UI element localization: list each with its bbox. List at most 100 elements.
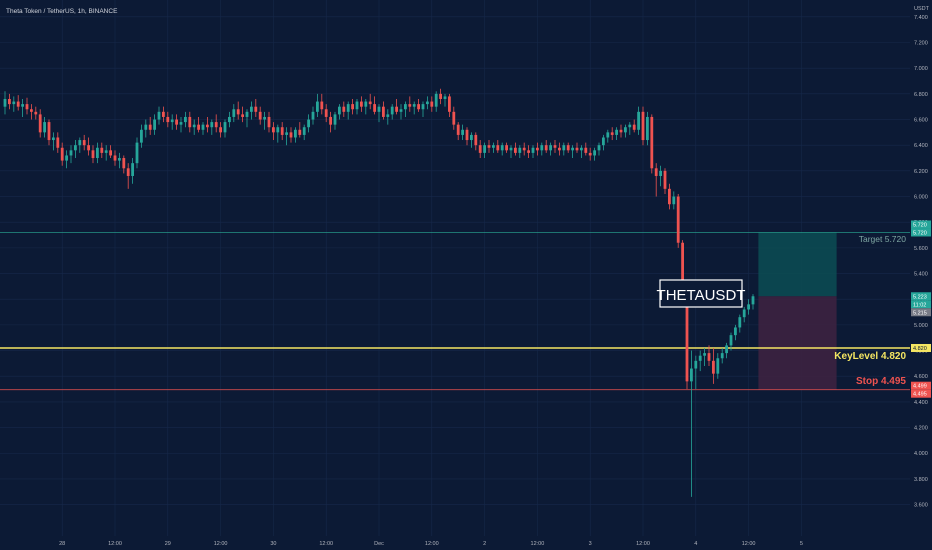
- candle-body: [360, 101, 363, 107]
- time-tick-label: 12:00: [531, 541, 545, 547]
- candle: [430, 96, 434, 112]
- candle-body: [192, 124, 196, 128]
- stop-label: Stop 4.495: [856, 376, 906, 387]
- candle: [496, 140, 500, 153]
- candle: [320, 93, 324, 115]
- time-tick-label: Dec: [374, 541, 384, 547]
- candle: [8, 93, 11, 110]
- candle-body: [245, 111, 249, 117]
- candle-body: [228, 116, 231, 123]
- candle: [148, 116, 152, 135]
- candle: [34, 106, 38, 120]
- candle: [426, 96, 429, 110]
- candle: [16, 95, 20, 111]
- candle-body: [122, 158, 126, 169]
- candle: [443, 93, 447, 107]
- time-tick-label: 30: [270, 541, 276, 547]
- candle-body: [738, 317, 742, 328]
- candle: [619, 124, 623, 138]
- candle-body: [571, 147, 574, 151]
- candle: [668, 183, 671, 210]
- candle-body: [584, 147, 588, 153]
- candles[interactable]: [3, 88, 755, 497]
- candle: [342, 101, 346, 117]
- candle: [527, 145, 530, 159]
- target-label: Target 5.720: [859, 234, 907, 244]
- time-axis[interactable]: 28 12:00 29 12:00 30 12:00 Dec 12:00 2 12:00 3 12:0…: [59, 541, 803, 547]
- candle: [417, 98, 420, 112]
- watermark-text: THETAUSDT: [657, 287, 746, 304]
- candle: [170, 114, 174, 130]
- price-tick-label: 3.600: [914, 503, 928, 509]
- candle: [465, 127, 469, 146]
- candle: [395, 98, 398, 115]
- candle-body: [672, 196, 676, 205]
- grid: [0, 0, 910, 536]
- candle: [514, 142, 517, 156]
- price-axis[interactable]: USDT 7.400 7.200 7.000 6.800 6.600 6.400 6.200…: [910, 0, 932, 550]
- symbol-title[interactable]: Theta Token / TetherUS, 1h, BINANCE: [6, 8, 118, 15]
- candle: [492, 142, 495, 153]
- candle: [69, 145, 73, 164]
- candle-body: [558, 147, 561, 151]
- time-tick-label: 28: [59, 541, 65, 547]
- candle-body: [676, 196, 680, 243]
- candle: [474, 132, 478, 151]
- watermark-frame: [659, 279, 743, 308]
- candle-body: [43, 122, 46, 133]
- candle-body: [395, 106, 398, 112]
- candle-body: [324, 109, 328, 117]
- stop-axis-tag-2-bg: [911, 381, 931, 390]
- candle: [21, 98, 24, 117]
- candle-body: [650, 116, 654, 169]
- candle: [751, 294, 755, 310]
- candle: [60, 142, 64, 166]
- level-lines: [0, 232, 910, 391]
- candle-body: [307, 119, 310, 128]
- candle: [610, 127, 614, 141]
- candle: [294, 127, 297, 143]
- price-tick-label: 4.200: [914, 426, 928, 432]
- candle-body: [250, 106, 253, 112]
- candle-body: [254, 106, 258, 112]
- price-tick-label: 6.800: [914, 92, 928, 98]
- candle-body: [514, 147, 517, 153]
- time-tick-label: 4: [694, 541, 697, 547]
- candle: [245, 109, 249, 128]
- candle-body: [404, 104, 407, 110]
- candle: [280, 122, 284, 141]
- candle-body: [712, 360, 715, 374]
- candle-body: [553, 145, 557, 148]
- candle-body: [373, 104, 376, 112]
- candle-body: [593, 150, 596, 156]
- candle-body: [694, 360, 698, 369]
- candle-body: [232, 109, 236, 117]
- candle-body: [162, 111, 165, 117]
- price-axis-background: [910, 0, 932, 550]
- candle-body: [624, 127, 627, 133]
- candle: [250, 101, 253, 120]
- candle-body: [509, 147, 513, 151]
- candle-body: [210, 122, 214, 128]
- candle: [566, 142, 570, 153]
- previous-price-tag: 5.215: [913, 310, 927, 316]
- candle: [676, 193, 680, 248]
- candle: [540, 142, 544, 156]
- candle-body: [483, 145, 486, 153]
- candle: [483, 142, 486, 159]
- candle-body: [562, 145, 566, 151]
- candle: [531, 145, 535, 159]
- price-tick-label: 7.400: [914, 15, 928, 21]
- candle-body: [47, 122, 51, 141]
- candle: [377, 104, 381, 123]
- candle-body: [496, 145, 500, 151]
- candle: [672, 191, 676, 210]
- candle: [637, 106, 640, 135]
- candle: [197, 116, 200, 133]
- candle: [654, 163, 658, 197]
- candle-body: [668, 188, 671, 205]
- candle-body: [615, 129, 618, 135]
- candle-body: [399, 109, 403, 112]
- candle-body: [377, 106, 381, 112]
- candle-body: [8, 98, 11, 105]
